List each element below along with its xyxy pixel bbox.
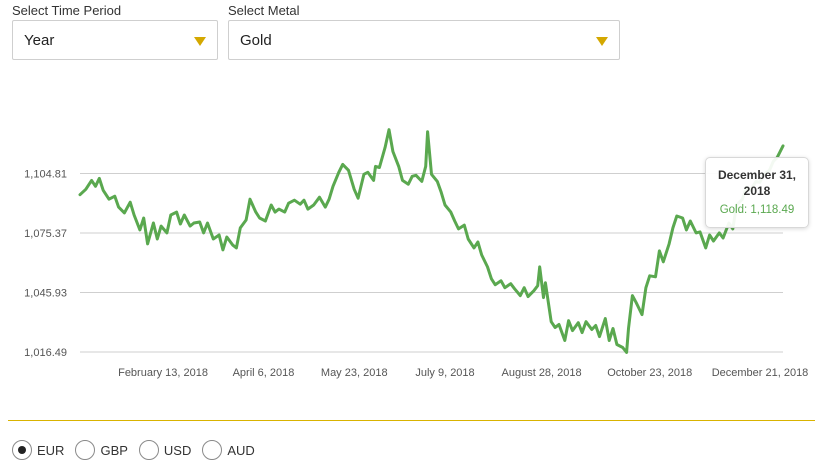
time-period-value: Year — [24, 31, 55, 49]
y-tick-label: 1,045.93 — [24, 288, 67, 300]
radio-button[interactable] — [138, 440, 159, 460]
time-period-label: Select Time Period — [12, 3, 122, 18]
currency-option-aud[interactable]: AUD — [202, 440, 255, 460]
tooltip-value: Gold: 1,118.49 — [719, 204, 795, 216]
currency-option-eur[interactable]: EUR — [12, 440, 64, 460]
triangle-down-icon — [194, 37, 206, 46]
currency-option-usd[interactable]: USD — [138, 440, 192, 460]
radio-button[interactable] — [202, 440, 223, 460]
x-tick-label: April 6, 2018 — [233, 367, 295, 379]
y-tick-label: 1,075.37 — [24, 228, 67, 240]
price-line-chart[interactable]: 1,016.49 1,045.93 1,075.37 1,104.81 Februar… — [0, 62, 822, 392]
y-tick-label: 1,104.81 — [24, 169, 67, 181]
tooltip-date: December 31, 2018 — [717, 168, 797, 198]
currency-radio-group: EUR GBP USD AUD — [12, 440, 266, 460]
metal-select[interactable]: Gold — [228, 20, 620, 60]
grid-lines — [80, 173, 783, 353]
x-tick-label: December 21, 2018 — [712, 367, 809, 379]
currency-option-gbp[interactable]: GBP — [75, 440, 128, 460]
x-tick-label: May 23, 2018 — [321, 367, 388, 379]
section-divider — [8, 420, 815, 421]
y-tick-label: 1,016.49 — [24, 347, 67, 359]
metal-value: Gold — [240, 31, 272, 49]
radio-button[interactable] — [12, 440, 32, 460]
series-layer — [78, 128, 785, 354]
chart-tooltip: December 31, 2018 Gold: 1,118.49 — [705, 157, 809, 228]
y-axis-ticks: 1,016.49 1,045.93 1,075.37 1,104.81 — [24, 169, 67, 360]
triangle-down-icon — [596, 37, 608, 46]
gold-price-line[interactable] — [78, 128, 785, 354]
x-tick-label: October 23, 2018 — [607, 367, 692, 379]
radio-label: EUR — [37, 442, 65, 458]
radio-label: USD — [163, 442, 192, 458]
x-tick-label: July 9, 2018 — [415, 367, 474, 379]
x-tick-label: August 28, 2018 — [502, 367, 582, 379]
radio-button[interactable] — [75, 440, 96, 460]
metal-label: Select Metal — [228, 3, 300, 18]
radio-label: GBP — [100, 442, 128, 458]
time-period-select[interactable]: Year — [12, 20, 218, 60]
x-tick-label: February 13, 2018 — [118, 367, 208, 379]
x-axis-ticks: February 13, 2018 April 6, 2018 May 23, 20… — [118, 367, 808, 379]
radio-label: AUD — [227, 442, 255, 458]
